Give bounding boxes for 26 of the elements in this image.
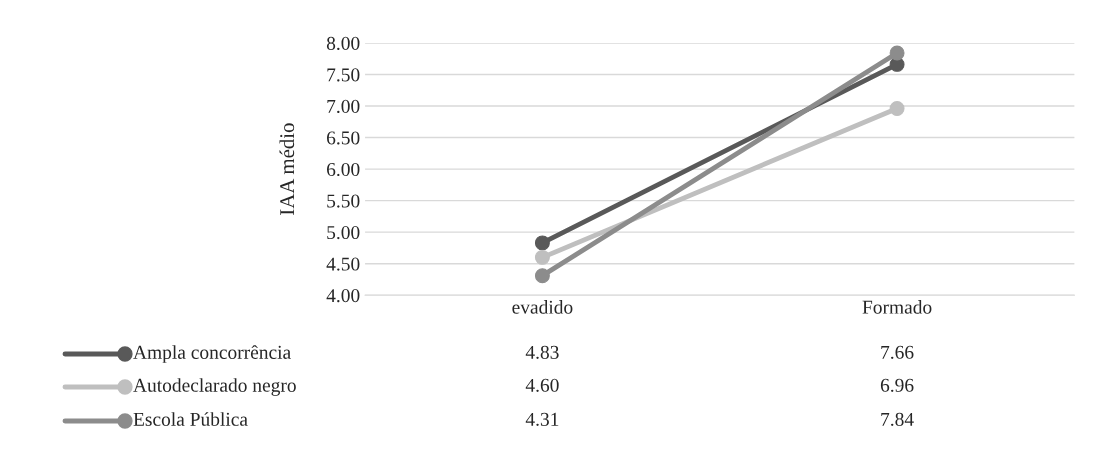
y-tick-label: 8.00: [326, 36, 360, 50]
y-tick-label: 7.00: [327, 99, 360, 114]
y-tick-label: 4.00: [326, 289, 360, 303]
legend-label: Ampla concorrência: [133, 345, 291, 363]
text: 7.84: [881, 412, 914, 426]
text: 6.96: [880, 378, 914, 392]
x-tick-label: evadido: [512, 300, 573, 314]
y-tick-label: 7.50: [327, 68, 360, 82]
point: [534, 235, 550, 251]
point: [889, 101, 905, 117]
point: [534, 268, 550, 284]
x-tick-label: Formado: [862, 300, 932, 314]
legend-label: Autodeclarado negro: [133, 378, 296, 396]
point: [534, 249, 550, 265]
text: 4.83: [525, 345, 559, 359]
legend-label: Escola Pública: [133, 412, 248, 426]
y-tick-label: 5.00: [327, 225, 360, 240]
point: [889, 45, 905, 61]
y-tick-label: 6.50: [327, 131, 360, 145]
text: 4.60: [525, 378, 559, 392]
y-axis-title: IAA médio: [279, 123, 295, 215]
y-tick-label: 5.50: [327, 194, 360, 208]
y-tick-label: 4.50: [326, 257, 360, 271]
text: 7.66: [881, 345, 914, 359]
text: 4.31: [525, 412, 559, 426]
y-tick-label: 6.00: [327, 162, 360, 177]
